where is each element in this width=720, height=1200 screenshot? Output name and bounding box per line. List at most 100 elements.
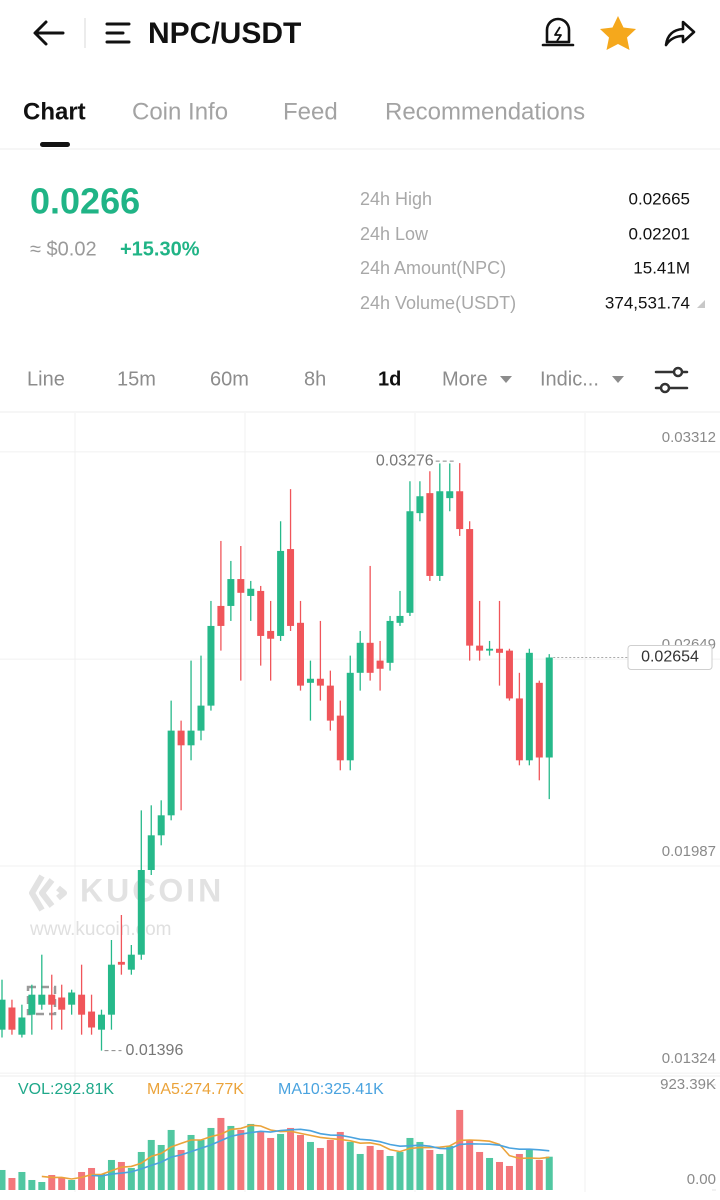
candle-body xyxy=(535,682,543,758)
volume-bar xyxy=(277,1133,285,1190)
candle-body xyxy=(456,491,464,530)
watermark-brand: KUCOIN xyxy=(80,872,224,908)
interval[interactable]: More xyxy=(442,368,488,390)
low-marker-label: 0.01396 xyxy=(126,1042,184,1059)
volume-bar xyxy=(486,1157,494,1190)
volume-bar xyxy=(326,1139,334,1190)
volume-bar xyxy=(197,1139,205,1190)
candle-body xyxy=(207,625,215,706)
ma5-line xyxy=(41,1124,550,1180)
pair-title: NPC/USDT xyxy=(148,17,301,50)
volume-bar xyxy=(8,1177,16,1190)
tab-indicator xyxy=(40,142,70,147)
candle-body xyxy=(346,672,354,761)
watermark-url: www.kucoin.com xyxy=(29,919,172,940)
candle-body xyxy=(446,491,454,499)
menu-button[interactable] xyxy=(105,22,131,44)
favorite-star[interactable] xyxy=(600,16,636,50)
volume-bar xyxy=(346,1141,354,1190)
interval[interactable]: 8h xyxy=(304,368,326,390)
tab[interactable]: Coin Info xyxy=(132,98,228,125)
volume-bar xyxy=(207,1127,215,1190)
volume-bar xyxy=(356,1153,364,1190)
dropdown-arrow xyxy=(612,376,624,383)
volume-bar xyxy=(98,1173,105,1190)
stat-label: 24h Amount(NPC) xyxy=(360,258,506,278)
volume-bar xyxy=(336,1131,344,1190)
volume-bar xyxy=(28,1179,36,1190)
volume-bar xyxy=(366,1145,374,1190)
candle-body xyxy=(486,648,494,651)
candle-body xyxy=(406,511,414,613)
volume-bar xyxy=(237,1129,245,1190)
volume-bar xyxy=(406,1137,414,1190)
volume-bar xyxy=(227,1125,235,1190)
y-tick-label: 0.01987 xyxy=(662,843,716,860)
price-tag-label: 0.02654 xyxy=(641,649,699,666)
tab[interactable]: Chart xyxy=(23,98,86,125)
candle-body xyxy=(416,496,424,514)
volume-bar xyxy=(436,1153,444,1190)
corner-mark xyxy=(697,300,705,308)
candle-body xyxy=(187,730,195,746)
candle-body xyxy=(247,588,255,596)
candle-body xyxy=(107,964,115,1015)
high-marker-label: 0.03276 xyxy=(376,452,434,469)
volume-bar xyxy=(287,1127,295,1190)
candle-body xyxy=(18,1017,26,1035)
interval[interactable]: Line xyxy=(27,368,65,390)
candle-body xyxy=(167,730,175,816)
candle-body xyxy=(545,657,553,758)
candle-body xyxy=(316,678,324,686)
candle-body xyxy=(157,815,165,836)
candle-body xyxy=(466,529,474,646)
share-button[interactable] xyxy=(664,20,696,47)
candle-body xyxy=(287,549,295,626)
volume-bar xyxy=(137,1151,145,1190)
candle-body xyxy=(137,870,145,955)
volume-bar xyxy=(117,1161,125,1190)
volume-bar xyxy=(127,1167,135,1190)
tab[interactable]: Feed xyxy=(283,98,338,125)
volume-bar xyxy=(446,1145,454,1190)
volume-bar xyxy=(426,1149,434,1190)
volume-bar xyxy=(535,1159,543,1190)
interval[interactable]: Indic... xyxy=(540,368,599,390)
alert-button[interactable] xyxy=(541,17,575,47)
indicator-label: VOL:292.81K xyxy=(18,1081,114,1098)
volume-bar xyxy=(257,1131,265,1190)
volume-bar xyxy=(247,1123,255,1190)
stat-value: 0.02201 xyxy=(629,224,690,243)
candle-body xyxy=(197,705,205,731)
ma10-line xyxy=(91,1128,550,1177)
interval[interactable]: 1d xyxy=(378,368,401,390)
interval[interactable]: 15m xyxy=(117,368,156,390)
candle-body xyxy=(525,652,533,761)
volume-bar xyxy=(68,1179,76,1190)
candle-body xyxy=(117,961,125,965)
back-button[interactable] xyxy=(33,20,65,46)
candle-body xyxy=(98,1014,105,1030)
candle-body xyxy=(515,698,523,761)
volume-bar xyxy=(545,1156,553,1190)
stat-label: 24h Low xyxy=(360,224,429,244)
volume-bar xyxy=(38,1181,46,1190)
price-change: +15.30% xyxy=(120,238,200,260)
candle-body xyxy=(88,1011,96,1028)
candle-body xyxy=(237,579,245,593)
candle-body xyxy=(366,642,374,673)
stat-value: 15.41M xyxy=(633,258,690,277)
y-tick-label: 0.01324 xyxy=(662,1050,716,1067)
volume-bar xyxy=(78,1171,86,1190)
stat-value: 374,531.74 xyxy=(605,293,690,312)
chart-settings[interactable] xyxy=(654,366,689,394)
volume-bar xyxy=(386,1155,394,1190)
interval[interactable]: 60m xyxy=(210,368,249,390)
volume-bar xyxy=(0,1169,6,1190)
tab[interactable]: Recommendations xyxy=(385,98,585,125)
volume-bar xyxy=(456,1109,464,1190)
stat-label: 24h Volume(USDT) xyxy=(360,293,516,313)
candle-body xyxy=(356,642,364,673)
volume-bar xyxy=(376,1149,384,1190)
indicator-label: MA10:325.41K xyxy=(278,1081,384,1098)
